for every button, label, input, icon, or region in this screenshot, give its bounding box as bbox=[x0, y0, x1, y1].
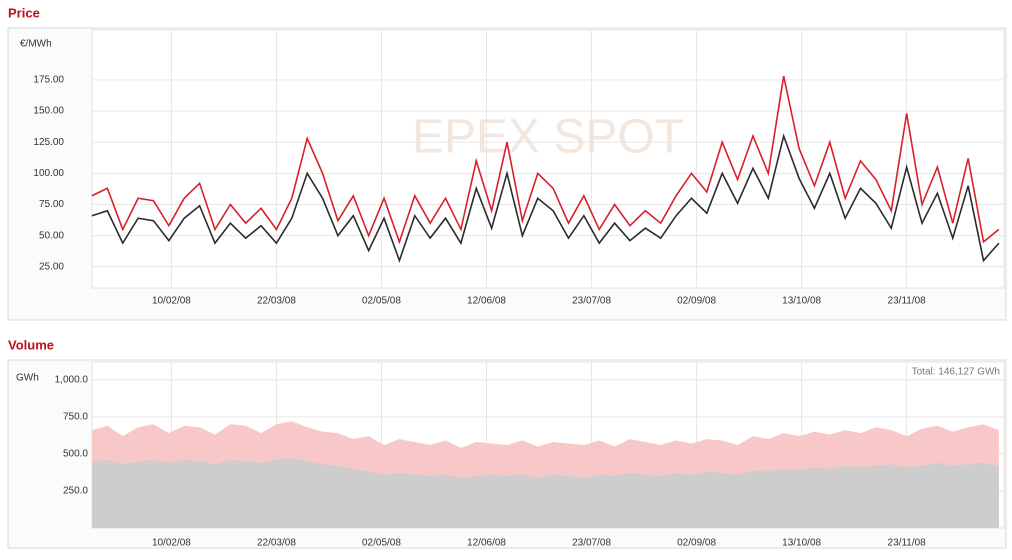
x-tick-label: 23/11/08 bbox=[888, 538, 927, 549]
price-line bbox=[91, 75, 1000, 245]
y-tick-label: 150.00 bbox=[33, 106, 64, 117]
annotation: Total: 146,127 GWh bbox=[912, 367, 1000, 378]
chart-title: Volume bbox=[8, 337, 54, 352]
x-tick-label: 22/03/08 bbox=[257, 538, 296, 549]
x-tick-label: 23/11/08 bbox=[888, 296, 927, 307]
y-tick-label: 75.00 bbox=[39, 199, 64, 210]
y-tick-label: 750.0 bbox=[63, 411, 88, 422]
y-tick-label: 500.0 bbox=[63, 449, 88, 460]
x-tick-label: 23/07/08 bbox=[572, 296, 611, 307]
x-tick-label: 23/07/08 bbox=[572, 538, 611, 549]
watermark: EPEX SPOT bbox=[412, 111, 684, 164]
x-tick-label: 12/06/08 bbox=[467, 296, 506, 307]
plot-area bbox=[91, 29, 1005, 289]
y-axis-label: €/MWh bbox=[20, 39, 52, 50]
chart-title: Price bbox=[8, 5, 40, 20]
price-line bbox=[91, 133, 1000, 263]
y-tick-label: 100.00 bbox=[33, 168, 64, 179]
y-tick-label: 250.0 bbox=[63, 486, 88, 497]
x-tick-label: 22/03/08 bbox=[257, 296, 296, 307]
y-tick-label: 125.00 bbox=[33, 137, 64, 148]
x-tick-label: 10/02/08 bbox=[152, 538, 191, 549]
x-tick-label: 13/10/08 bbox=[782, 296, 821, 307]
x-tick-label: 12/06/08 bbox=[467, 538, 506, 549]
x-tick-label: 13/10/08 bbox=[782, 538, 821, 549]
x-tick-label: 10/02/08 bbox=[152, 296, 191, 307]
y-tick-label: 50.00 bbox=[39, 230, 64, 241]
y-tick-label: 175.00 bbox=[33, 74, 64, 85]
y-tick-label: 1,000.0 bbox=[55, 374, 89, 385]
x-tick-label: 02/05/08 bbox=[362, 296, 401, 307]
x-tick-label: 02/09/08 bbox=[677, 296, 716, 307]
x-tick-label: 02/05/08 bbox=[362, 538, 401, 549]
volume-area bbox=[92, 458, 999, 528]
y-tick-label: 25.00 bbox=[39, 261, 64, 272]
x-tick-label: 02/09/08 bbox=[677, 538, 716, 549]
y-axis-label: GWh bbox=[16, 373, 39, 384]
